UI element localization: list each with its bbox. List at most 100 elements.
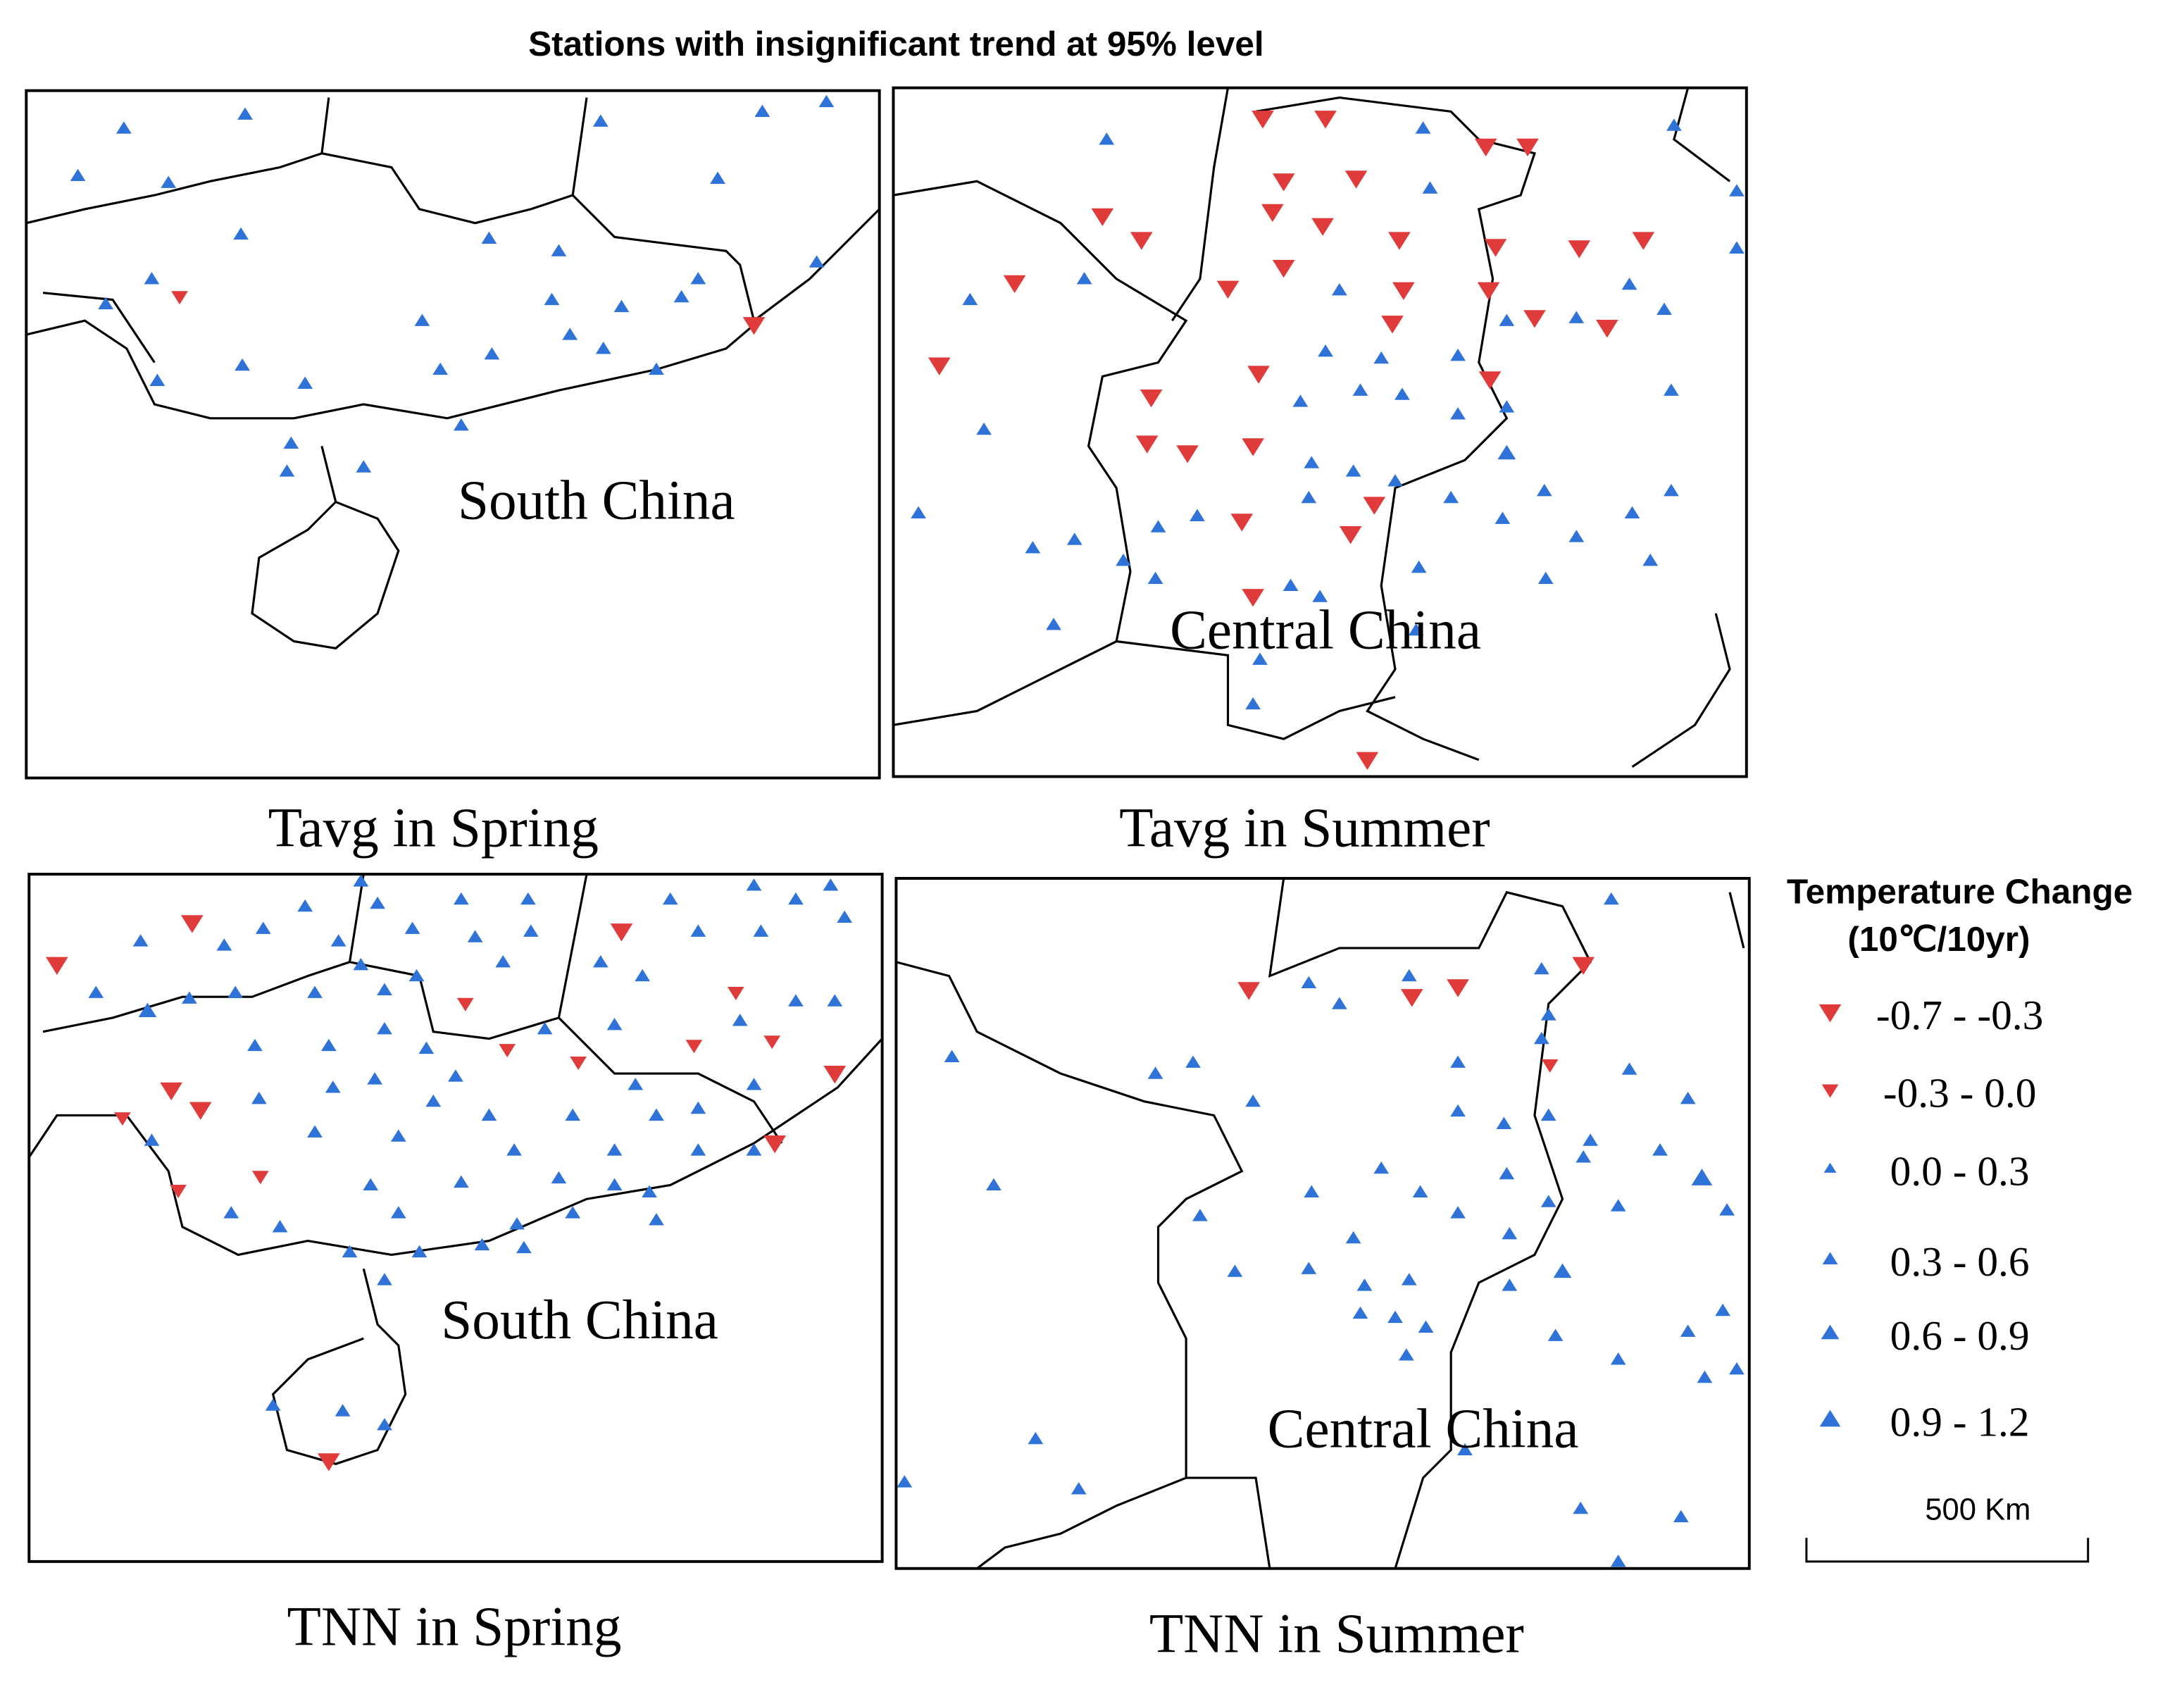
station [1025,541,1041,554]
station [1245,1094,1261,1107]
station [1185,1055,1201,1068]
station [710,171,725,184]
station [509,1217,525,1230]
station [516,1240,532,1254]
station [149,373,166,386]
station [1533,1031,1549,1045]
station [1242,589,1264,607]
station [1415,121,1431,134]
region-label: South China [458,469,735,531]
station [742,317,766,335]
station [1540,1008,1556,1021]
station [1680,1324,1696,1337]
station [1484,239,1507,257]
station [1135,435,1159,454]
station [1418,1320,1434,1333]
station [928,357,951,375]
station [551,1171,567,1184]
station [237,107,253,120]
station [456,997,474,1011]
station [1447,979,1469,997]
station [1401,969,1417,982]
station [1541,1059,1559,1073]
station [911,506,926,519]
station [1495,511,1511,524]
station [1130,232,1153,250]
figure-title: Stations with insignificant trend at 95%… [528,25,1264,63]
station [1272,259,1295,278]
station [809,255,825,268]
station [1028,1431,1044,1445]
station [727,986,744,1000]
station [649,362,664,375]
legend-title: Temperature Change [1787,873,2133,911]
station [390,1206,406,1219]
station [425,1094,442,1107]
station [160,1082,182,1101]
station [628,1078,644,1090]
station [635,969,651,982]
map-frame [894,877,1751,1570]
station [520,892,536,905]
station [823,878,839,891]
station [283,436,299,449]
station [1147,1066,1163,1079]
station [1450,407,1466,420]
panel-caption: TNN in Summer [1149,1603,1524,1665]
station [1568,240,1591,259]
station [1352,383,1368,396]
station [481,1108,497,1121]
station [1632,232,1655,250]
scale-bar-label: 500 Km [1925,1493,2030,1526]
station [484,347,500,360]
legend-label: -0.3 - 0.0 [1883,1070,2037,1116]
station [363,1178,379,1191]
station [897,1475,913,1488]
station [1568,530,1585,542]
station [1247,366,1270,384]
station-layer [70,94,835,477]
station [685,1040,703,1054]
station [746,1143,762,1156]
station [1147,571,1163,585]
station [690,272,706,285]
station [1312,590,1328,602]
station [247,1038,263,1052]
station [1373,351,1390,364]
map-outline [26,97,880,650]
station [1610,1199,1626,1212]
station [1664,483,1679,497]
station [404,921,420,934]
station [1318,344,1333,357]
station [1457,1443,1473,1456]
station [227,985,244,998]
station [297,899,313,912]
station [649,1108,664,1121]
station [1496,1116,1512,1129]
station [251,1091,267,1104]
station [1301,976,1317,989]
station [1547,1328,1564,1341]
station [944,1050,960,1062]
station [1411,560,1427,573]
station [1292,394,1309,407]
station-layer [911,111,1745,770]
station [690,1143,706,1156]
station [356,460,372,473]
station [1596,320,1618,338]
map-frame [27,873,884,1563]
station [1394,387,1410,400]
station [1331,282,1347,296]
station [662,892,678,905]
station [144,1133,160,1146]
station [690,924,706,937]
station [1356,1278,1373,1291]
station [1304,1185,1320,1197]
legend-marker [1821,1084,1839,1098]
map-outline [893,87,1731,768]
map-frame [892,86,1748,778]
station [320,1038,337,1052]
station [1352,1306,1368,1319]
station [610,923,633,942]
station [1729,241,1745,254]
